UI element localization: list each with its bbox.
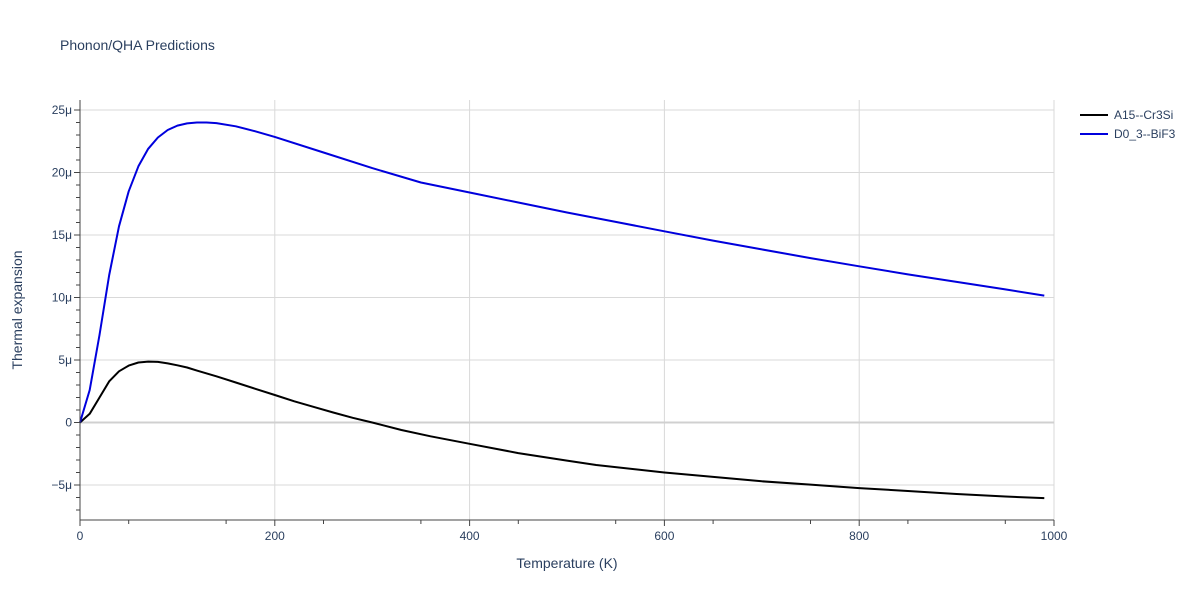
x-tick-label: 1000 — [1041, 529, 1068, 543]
axes: 0 200 400 600 800 1000 −5μ 0 5μ 10μ 15μ 20μ 25μ — [51, 100, 1068, 543]
y-tick-label: 25μ — [52, 103, 72, 117]
y-tick-label: 5μ — [58, 353, 72, 367]
y-tick-label: 20μ — [52, 166, 72, 180]
x-tick-label: 800 — [849, 529, 869, 543]
plot-area[interactable] — [79, 121, 1045, 500]
y-tick-label: 0 — [65, 416, 72, 430]
y-axis-title: Thermal expansion — [9, 250, 25, 369]
legend-item-2[interactable]: D0_3--BiF3 — [1080, 127, 1176, 141]
y-tick-label: −5μ — [51, 478, 72, 492]
y-tick-label: 15μ — [52, 228, 72, 242]
legend-item-1[interactable]: A15--Cr3Si — [1080, 108, 1173, 122]
legend[interactable]: A15--Cr3Si D0_3--BiF3 — [1080, 108, 1176, 141]
x-tick-label: 200 — [265, 529, 285, 543]
x-axis-title: Temperature (K) — [516, 555, 617, 571]
legend-label: A15--Cr3Si — [1114, 108, 1173, 122]
series-line-2[interactable] — [79, 121, 1045, 423]
chart-title: Phonon/QHA Predictions — [60, 37, 215, 53]
legend-label: D0_3--BiF3 — [1114, 127, 1176, 141]
grid-lines — [80, 100, 1055, 520]
x-tick-label: 0 — [77, 529, 84, 543]
x-tick-label: 600 — [654, 529, 674, 543]
x-tick-label: 400 — [460, 529, 480, 543]
series-line-1[interactable] — [79, 360, 1045, 500]
y-tick-label: 10μ — [52, 291, 72, 305]
